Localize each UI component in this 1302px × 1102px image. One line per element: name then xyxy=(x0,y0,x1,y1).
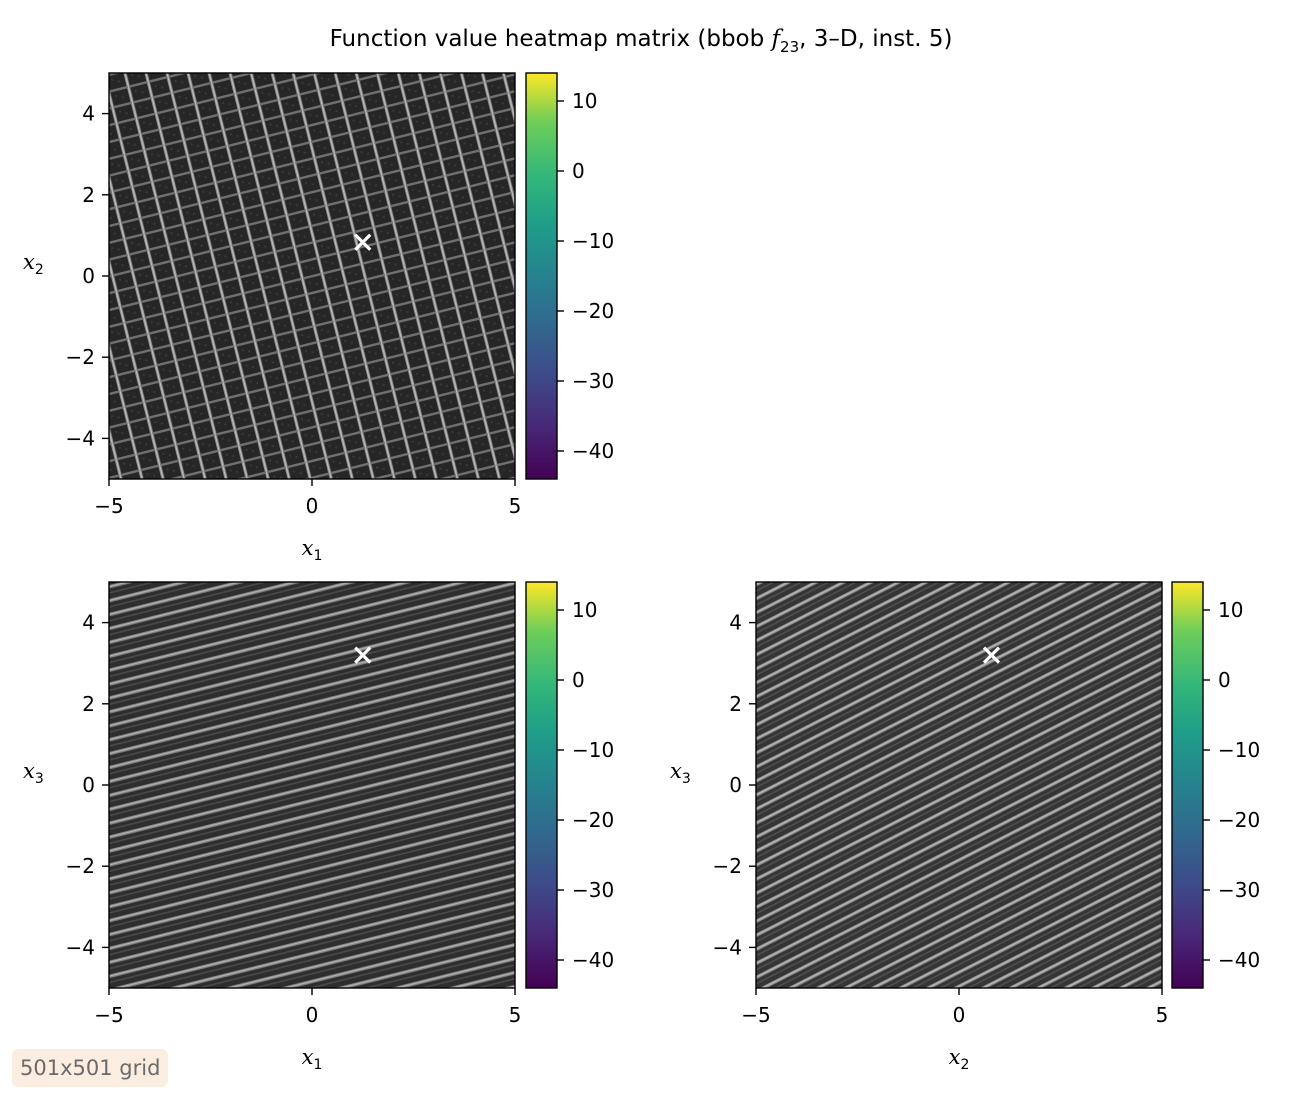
y-tick-label: 4 xyxy=(729,611,742,635)
y-tick-label: 4 xyxy=(82,102,95,126)
y-tick-label: −4 xyxy=(66,935,95,959)
y-tick-label: 0 xyxy=(82,264,95,288)
colorbar-tick-label: 10 xyxy=(572,89,597,113)
y-axis-label: x3 xyxy=(23,759,44,787)
colorbar-tick-label: −30 xyxy=(572,878,614,902)
x-tick-label: 5 xyxy=(1156,1003,1169,1027)
x-tick-label: 5 xyxy=(509,1003,522,1027)
y-tick-label: 0 xyxy=(82,773,95,797)
colorbar-tick-label: −20 xyxy=(572,299,614,323)
y-tick-label: −2 xyxy=(66,345,95,369)
grid-size-badge: 501x501 grid xyxy=(12,1049,168,1087)
colorbar-tick-label: 0 xyxy=(1218,668,1231,692)
y-axis-label: x2 xyxy=(23,250,44,278)
x-axis-label: x2 xyxy=(949,1045,970,1073)
y-tick-label: 4 xyxy=(82,611,95,635)
colorbar-tick-label: −40 xyxy=(572,948,614,972)
y-tick-label: 0 xyxy=(729,773,742,797)
x-tick-label: 5 xyxy=(509,494,522,518)
colorbar-tick-label: −40 xyxy=(572,439,614,463)
colorbar-tick-label: −40 xyxy=(1218,948,1260,972)
heatmap-image xyxy=(109,582,515,988)
colorbar-tick-label: −10 xyxy=(1218,738,1260,762)
y-tick-label: 2 xyxy=(82,692,95,716)
colorbar-tick-label: −20 xyxy=(572,808,614,832)
colorbar-tick-label: 0 xyxy=(572,668,585,692)
y-tick-label: 2 xyxy=(82,183,95,207)
colorbar-tick-label: 10 xyxy=(572,598,597,622)
colorbar-tick-label: 10 xyxy=(1218,598,1243,622)
x-tick-label: 0 xyxy=(306,1003,319,1027)
colorbar-tick-label: −30 xyxy=(1218,878,1260,902)
x-tick-label: −5 xyxy=(94,1003,123,1027)
x-tick-label: −5 xyxy=(94,494,123,518)
heatmap-image xyxy=(756,582,1162,988)
colorbar-tick-label: −30 xyxy=(572,369,614,393)
y-tick-label: −2 xyxy=(66,854,95,878)
y-tick-label: −2 xyxy=(713,854,742,878)
title-prefix: Function value heatmap matrix (bbob xyxy=(330,26,772,52)
y-tick-label: 2 xyxy=(729,692,742,716)
x-axis-label: x1 xyxy=(302,1045,323,1073)
title-suffix: , 3–D, inst. 5) xyxy=(799,26,952,52)
colorbar-tick-label: 0 xyxy=(572,159,585,183)
colorbar-tick-label: −10 xyxy=(572,229,614,253)
x-tick-label: 0 xyxy=(306,494,319,518)
y-tick-label: −4 xyxy=(66,426,95,450)
title-func-subscript: 23 xyxy=(780,38,799,56)
colorbar xyxy=(526,73,557,479)
figure-title: Function value heatmap matrix (bbob f23,… xyxy=(330,26,953,56)
y-axis-label: x3 xyxy=(670,759,691,787)
colorbar-tick-label: −20 xyxy=(1218,808,1260,832)
x-axis-label: x1 xyxy=(302,536,323,564)
heatmap-image xyxy=(109,73,515,479)
colorbar xyxy=(526,582,557,988)
x-tick-label: 0 xyxy=(953,1003,966,1027)
colorbar xyxy=(1172,582,1203,988)
x-tick-label: −5 xyxy=(741,1003,770,1027)
y-tick-label: −4 xyxy=(713,935,742,959)
colorbar-tick-label: −10 xyxy=(572,738,614,762)
